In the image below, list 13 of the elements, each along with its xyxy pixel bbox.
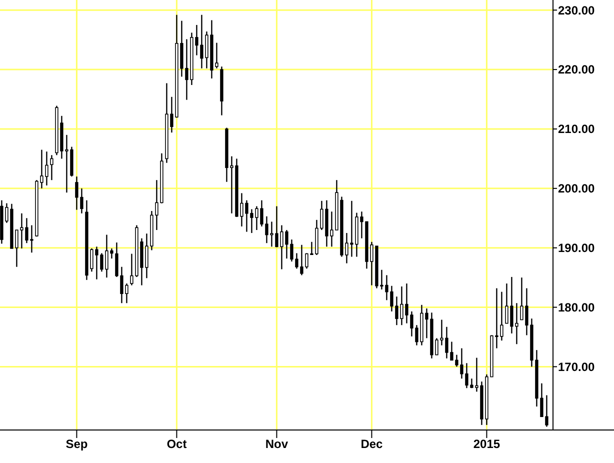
y-tick-label: 190.00 [558, 241, 596, 256]
y-tick-label: 230.00 [558, 3, 596, 18]
x-tick-label: Oct [166, 437, 187, 451]
y-tick-label: 220.00 [558, 62, 596, 77]
y-tick-label: 180.00 [558, 300, 596, 314]
x-tick-label: 2015 [473, 437, 500, 451]
candlestick [50, 154, 54, 181]
x-tick-label: Dec [360, 437, 384, 451]
y-tick-label: 200.00 [558, 182, 596, 196]
x-tick-label: Nov [265, 437, 288, 451]
x-tick-label: Sep [66, 437, 88, 451]
y-tick-label: 210.00 [558, 122, 596, 136]
y-tick-label: 170.00 [558, 360, 596, 374]
